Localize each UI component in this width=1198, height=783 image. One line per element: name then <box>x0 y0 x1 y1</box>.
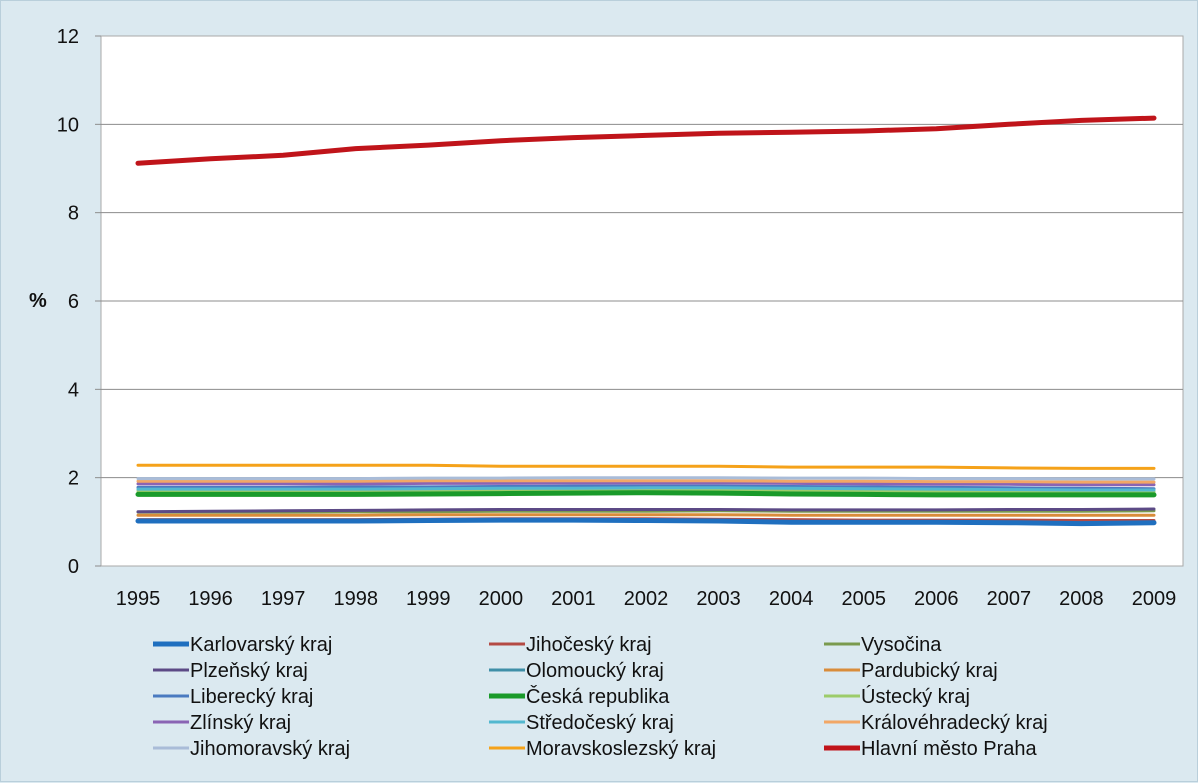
legend-item-jihomoravsky-kraj: Jihomoravský kraj <box>153 738 350 760</box>
x-tick-label: 2008 <box>1059 588 1104 610</box>
legend-item-moravskoslezsky-kraj: Moravskoslezský kraj <box>489 738 716 760</box>
x-tick-label: 2005 <box>841 588 886 610</box>
legend-label: Karlovarský kraj <box>190 634 332 656</box>
y-tick-label: 4 <box>68 379 79 401</box>
y-axis-label: % <box>29 290 47 312</box>
legend-item-ceska-republika: Česká republika <box>489 685 670 708</box>
legend-label: Moravskoslezský kraj <box>526 738 716 760</box>
legend-label: Liberecký kraj <box>190 686 313 708</box>
legend-label: Středočeský kraj <box>526 712 674 734</box>
legend-item-jihocesky-kraj: Jihočeský kraj <box>489 634 652 656</box>
x-tick-label: 1995 <box>116 588 161 610</box>
x-tick-label: 2004 <box>769 588 814 610</box>
legend-item-hlavni-mesto-praha: Hlavní město Praha <box>824 738 1038 760</box>
legend-label: Královéhradecký kraj <box>861 712 1048 734</box>
x-tick-label: 1998 <box>333 588 378 610</box>
series-line-jihomoravsky-kraj <box>138 478 1154 479</box>
legend-label: Jihomoravský kraj <box>190 738 350 760</box>
x-tick-label: 1999 <box>406 588 451 610</box>
legend-item-pardubicky-kraj: Pardubický kraj <box>824 660 998 682</box>
legend-item-liberecky-kraj: Liberecký kraj <box>153 686 313 708</box>
series-line-ceska-republika <box>138 493 1154 495</box>
legend-label: Olomoucký kraj <box>526 660 664 682</box>
legend-item-stredocesky-kraj: Středočeský kraj <box>489 712 674 734</box>
x-tick-label: 2001 <box>551 588 596 610</box>
y-tick-label: 6 <box>68 291 79 313</box>
legend-label: Pardubický kraj <box>861 660 998 682</box>
series-line-zlinsky-kraj <box>138 483 1154 485</box>
x-tick-label: 2007 <box>987 588 1032 610</box>
legend-label: Hlavní město Praha <box>861 738 1038 760</box>
x-tick-label: 2003 <box>696 588 741 610</box>
legend-label: Ústecký kraj <box>861 685 970 708</box>
legend-item-olomoucky-kraj: Olomoucký kraj <box>489 660 664 682</box>
legend-label: Vysočina <box>861 634 942 656</box>
legend-label: Zlínský kraj <box>190 712 291 734</box>
x-tick-label: 2002 <box>624 588 669 610</box>
x-tick-label: 2009 <box>1132 588 1177 610</box>
legend-label: Plzeňský kraj <box>190 660 308 682</box>
y-tick-label: 2 <box>68 468 79 490</box>
y-axis-ticks: 0 2 4 6 8 10 12 <box>57 26 101 578</box>
y-tick-label: 8 <box>68 203 79 225</box>
legend-item-karlovarsky-kraj: Karlovarský kraj <box>153 634 332 656</box>
legend-label: Česká republika <box>526 685 670 708</box>
x-tick-label: 1996 <box>188 588 233 610</box>
legend-item-zlinsky-kraj: Zlínský kraj <box>153 712 291 734</box>
legend-item-ustecky-kraj: Ústecký kraj <box>824 685 970 708</box>
x-tick-label: 1997 <box>261 588 306 610</box>
y-tick-label: 10 <box>57 114 79 136</box>
legend-item-kralovehradecky-kraj: Královéhradecký kraj <box>824 712 1048 734</box>
legend: Karlovarský kraj Jihočeský kraj Vysočina Pl… <box>153 634 1048 760</box>
x-tick-label: 2006 <box>914 588 959 610</box>
y-tick-label: 12 <box>57 26 79 48</box>
legend-item-vysocina: Vysočina <box>824 634 942 656</box>
x-tick-label: 2000 <box>479 588 524 610</box>
series-line-kralovehradecky-kraj <box>138 481 1154 482</box>
legend-label: Jihočeský kraj <box>526 634 652 656</box>
x-axis-ticks: 1995 1996 1997 1998 1999 2000 2001 2002 2003 2004… <box>116 588 1177 610</box>
y-tick-label: 0 <box>68 556 79 578</box>
legend-item-plzensky-kraj: Plzeňský kraj <box>153 660 308 682</box>
